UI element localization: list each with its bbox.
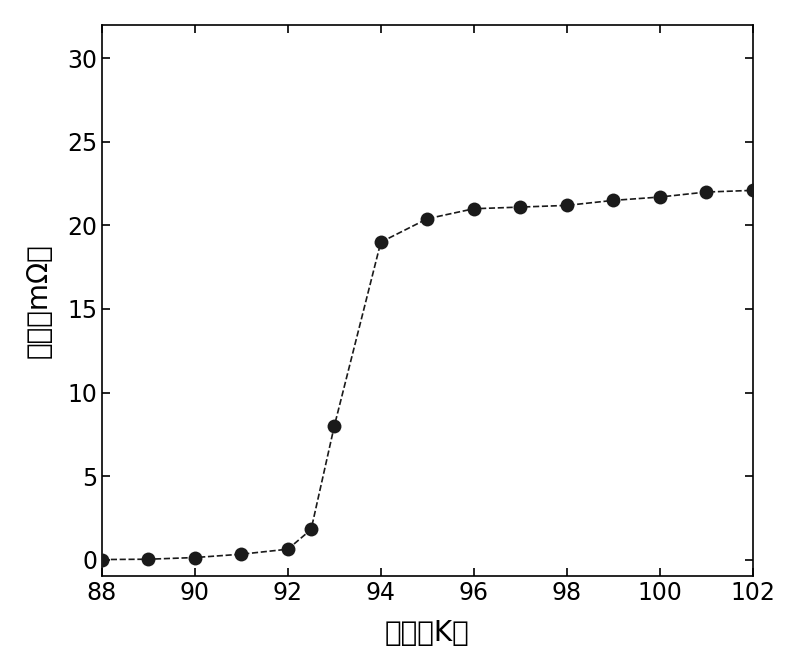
X-axis label: 温度（K）: 温度（K）	[385, 619, 470, 647]
Y-axis label: 电阔（mΩ）: 电阔（mΩ）	[25, 243, 53, 358]
